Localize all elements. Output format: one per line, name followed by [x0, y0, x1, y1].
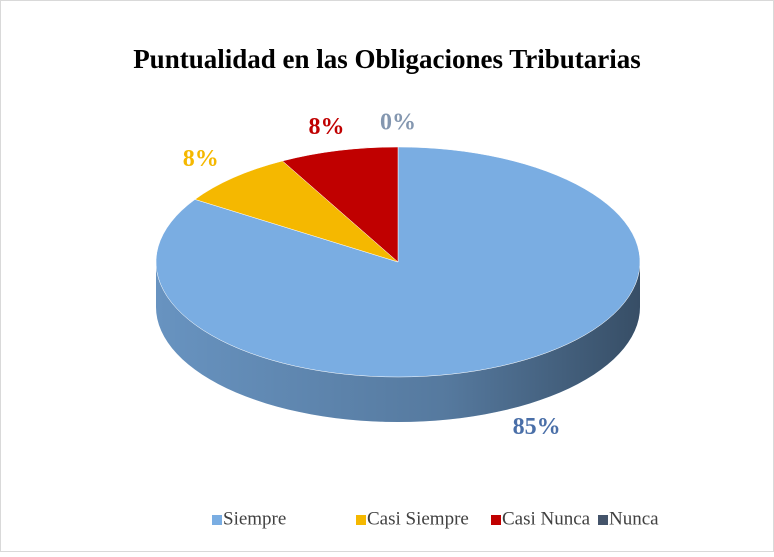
legend-label: Casi Siempre [367, 508, 469, 529]
data-label: 85% [513, 414, 561, 440]
data-label: 0% [380, 110, 416, 136]
pie-slice [281, 146, 399, 263]
legend-label: Siempre [223, 508, 286, 529]
legend-marker [212, 515, 222, 525]
legend-label: Casi Nunca [502, 508, 591, 529]
legend-marker [598, 515, 608, 525]
chart-title: Puntualidad en las Obligaciones Tributar… [133, 44, 641, 74]
legend-marker [491, 515, 501, 525]
data-label: 8% [308, 114, 344, 140]
legend-label: Nunca [609, 508, 659, 529]
legend-marker [356, 515, 366, 525]
pie-slice [194, 160, 399, 263]
data-label: 8% [183, 146, 219, 172]
pie-side-shade [156, 262, 640, 422]
